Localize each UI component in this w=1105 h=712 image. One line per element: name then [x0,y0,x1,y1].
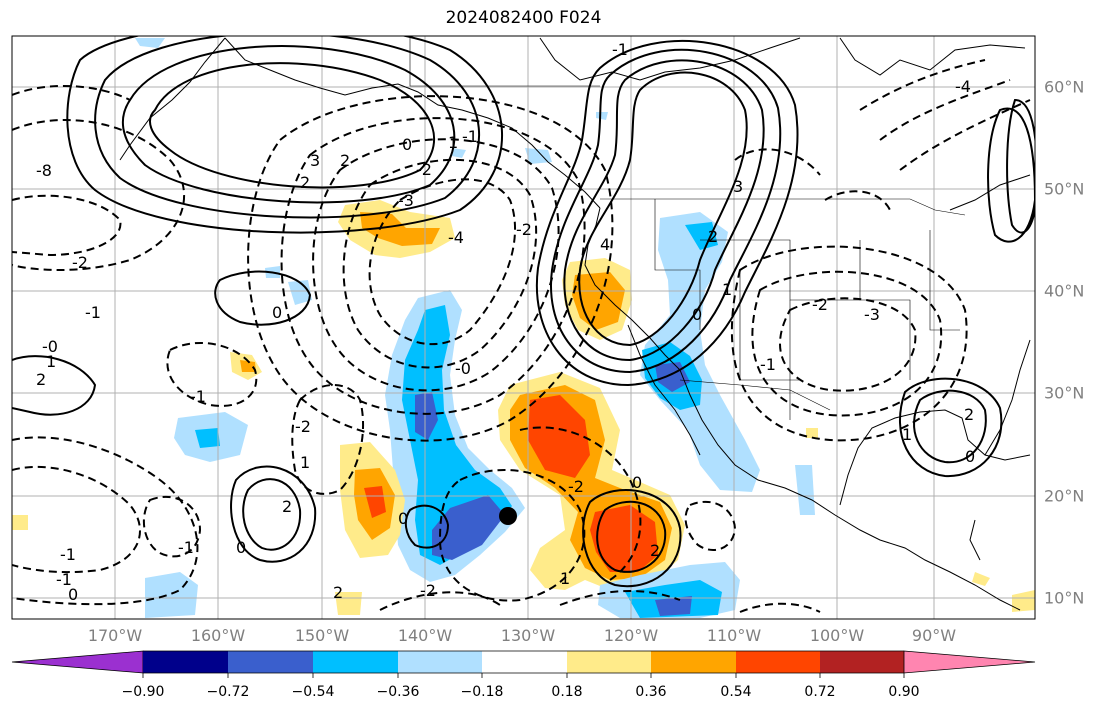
colorbar-tick-label: 0.54 [720,684,752,700]
contour-label: 4 [600,235,610,254]
contour-label: 2 [36,370,46,389]
contour-label: -2 [568,477,584,496]
contour-label: -4 [448,228,464,247]
colorbar-segment [482,651,567,673]
contour-label: 2 [282,497,292,516]
contour-label: 2 [650,541,660,560]
contour-label: 1 [722,280,732,299]
longitude-label: 100°W [809,626,865,645]
contour-label: 0 [692,305,702,324]
contour-label: -1 [178,538,194,557]
contour-label: 0 [632,473,642,492]
contour-label: 0 [236,538,246,557]
colorbar-segment [143,651,228,673]
contour-label: -2 [516,220,532,239]
dashed-contours [12,59,1031,613]
latitude-label: 40°N [1044,281,1085,301]
contour-label: 1 [300,453,310,472]
latitude-label: 20°N [1044,486,1085,506]
colorbar-segment [820,651,904,673]
latitude-label: 60°N [1044,77,1085,97]
contour-label: -0 [42,337,58,356]
latitude-label: 50°N [1044,179,1085,199]
latitude-label: 30°N [1044,383,1085,403]
colorbar-tick-label: −0.72 [206,684,250,700]
longitude-label: 170°W [87,626,143,645]
contour-label: 2 [340,151,350,170]
contour-label: -8 [36,161,52,180]
colorbar [11,650,1036,678]
contour-label: -4 [955,77,971,96]
contour-label: -1 [85,303,101,322]
colorbar-extend-high [903,650,1036,674]
contour-label: 1 [448,133,458,152]
contour-label: -2 [295,417,311,436]
contour-label: 0 [68,585,78,604]
shaded-anomalies [12,38,1035,618]
contour-label: 0 [398,509,408,528]
contour-label: 2 [300,173,310,192]
contour-label: -3 [864,305,880,324]
contour-lines [12,36,1035,588]
colorbar-tick-label: −0.36 [376,684,420,700]
colorbar-tick-label: −0.18 [460,684,504,700]
longitude-label: 130°W [500,626,556,645]
colorbar-extend-low [11,650,144,674]
contour-label: -2 [72,253,88,272]
contour-labels: 3 2 2 1 0 4 3 2 1 0 -1 -2 -3 -4 -1 -2 -0… [36,40,975,604]
colorbar-tick-label: 0.36 [635,684,667,700]
contour-label: -1 [190,387,206,406]
contour-label: -2 [812,295,828,314]
contour-label: 0 [402,135,412,154]
storm-center-marker [499,507,517,525]
contour-label: 2 [964,405,974,424]
colorbar-segment [313,651,398,673]
map-title: 2024082400 F024 [445,8,602,28]
colorbar-tick-label: −0.90 [121,684,165,700]
contour-label: -2 [420,581,436,600]
contour-label: -2 [416,160,432,179]
contour-label: 2 [333,583,343,602]
contour-label: -1 [760,355,776,374]
contour-label: -1 [462,127,478,146]
longitude-label: 140°W [397,626,453,645]
contour-label: -0 [455,359,471,378]
colorbar-tick-label: 0.18 [551,684,583,700]
contour-label: -1 [60,545,76,564]
latitude-label: 10°N [1044,588,1085,608]
political-borders [409,38,966,420]
contour-label: 0 [965,447,975,466]
graticule [12,36,1035,619]
colorbar-tick-label: 0.72 [804,684,836,700]
colorbar-segment [736,651,820,673]
contour-label: -1 [56,570,72,589]
contour-label: 0 [272,303,282,322]
contour-label: 1 [902,425,912,444]
longitude-label: 110°W [706,626,762,645]
colorbar-segment [398,651,482,673]
longitude-label: 160°W [190,626,246,645]
contour-label: -1 [612,40,628,59]
colorbar-segment [567,651,651,673]
map-frame [11,35,1036,620]
contour-label: 1 [46,352,56,371]
colorbar-tick-label: −0.54 [291,684,335,700]
colorbar-tick-label: 0.90 [888,684,920,700]
longitude-label: 150°W [294,626,350,645]
colorbar-segment [651,651,736,673]
colorbar-segment [228,651,313,673]
contour-label: 1 [560,569,570,588]
contour-label: -3 [398,191,414,210]
contour-label: 3 [733,177,743,196]
contour-label: 3 [310,151,320,170]
contour-label: 2 [708,227,718,246]
longitude-label: 120°W [603,626,659,645]
longitude-label: 90°W [911,626,957,645]
